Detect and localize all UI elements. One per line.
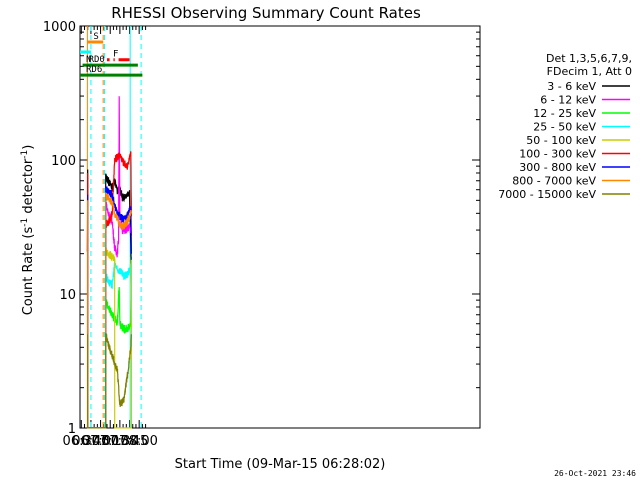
legend-entry-label: 7000 - 15000 keV: [498, 188, 596, 201]
flag-label-f: F: [113, 50, 118, 60]
y-tick-label: 1: [68, 422, 76, 437]
x-tick-label: 07:00: [82, 434, 119, 449]
x-tick-label: 06:45: [72, 434, 109, 449]
y-tick-label: 1000: [43, 20, 76, 35]
legend-entry-label: 12 - 25 keV: [533, 107, 596, 120]
legend: Det 1,3,5,6,7,9,FDecim 1, Att 0 3 - 6 keV…: [498, 52, 632, 201]
series-line-6: [87, 185, 132, 429]
flag-label-rd0: RD0: [89, 55, 105, 65]
x-tick-label: 07:30: [101, 434, 138, 449]
y-axis-label: Count Rate (s-1 detector-1): [20, 145, 36, 316]
legend-entry-label: 3 - 6 keV: [547, 80, 596, 93]
flag-label-s: S: [93, 32, 98, 42]
series-line-3: [87, 259, 132, 429]
y-tick-label: 100: [51, 154, 76, 169]
x-tick-label: 08:00: [120, 434, 157, 449]
legend-header: Det 1,3,5,6,7,9,: [546, 52, 632, 65]
series-line-4: [87, 247, 132, 429]
legend-entry-label: 100 - 300 keV: [519, 148, 596, 161]
series-line-2: [87, 286, 132, 429]
x-tick-label: 06:30: [63, 434, 100, 449]
x-axis-label: Start Time (09-Mar-15 06:28:02): [175, 457, 386, 472]
legend-header: FDecim 1, Att 0: [547, 65, 632, 78]
flag-label-n: N: [86, 55, 91, 65]
x-tick-label: 07:15: [91, 434, 128, 449]
footer-timestamp: 26-Oct-2021 23:46: [554, 469, 636, 478]
legend-entry-label: 6 - 12 keV: [540, 94, 596, 107]
chart-title: RHESSI Observing Summary Count Rates: [111, 4, 421, 22]
x-tick-label: 07:45: [111, 434, 148, 449]
legend-entry-label: 800 - 7000 keV: [512, 175, 596, 188]
y-tick-label: 10: [59, 288, 76, 303]
series-line-8: [87, 332, 132, 429]
series-line-1: [87, 96, 132, 429]
legend-entry-label: 50 - 100 keV: [526, 134, 596, 147]
series-lines: [86, 96, 132, 429]
series-line-7: [87, 192, 132, 429]
flag-label-rd6: RD6: [86, 65, 102, 75]
legend-entry-label: 25 - 50 keV: [533, 121, 596, 134]
plot-frame: [79, 25, 481, 429]
series-line-5: [87, 151, 132, 429]
legend-entry-label: 300 - 800 keV: [519, 161, 596, 174]
